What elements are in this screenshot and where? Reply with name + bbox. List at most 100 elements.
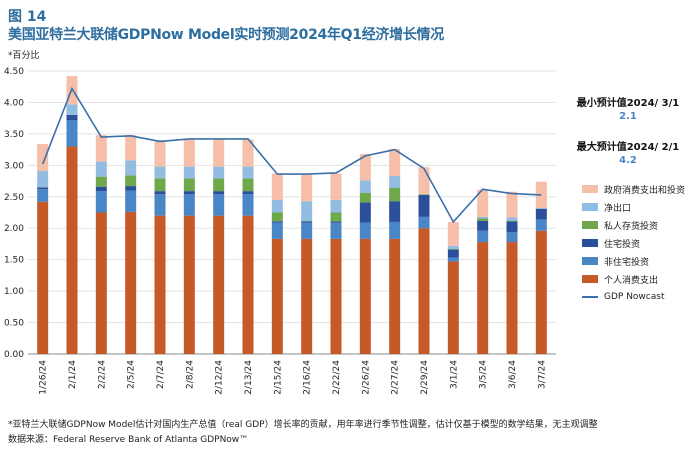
bar-segment (359, 238, 371, 354)
bar-segment (301, 220, 313, 222)
bar-segment (389, 176, 401, 188)
min-estimate-annotation: 最小预计值2024/ 3/1 2.1 (568, 94, 688, 122)
bar-segment (330, 173, 342, 200)
bar-segment (125, 186, 137, 191)
bar-segment (447, 248, 459, 250)
bar-segment (359, 154, 371, 181)
bar-segment (330, 221, 342, 223)
bar-segment (37, 143, 49, 171)
max-estimate-value: 4.2 (619, 155, 637, 166)
bar-segment (447, 221, 459, 246)
bar-segment (506, 242, 518, 354)
bar-segment (154, 178, 166, 192)
y-axis-unit-label: *百分比 (8, 51, 40, 61)
legend-label: 政府消费支出和投资 (604, 185, 686, 196)
bar-segment (418, 194, 430, 195)
x-tick-label: 2/2/24 (97, 360, 107, 389)
bar-segment (242, 178, 254, 192)
legend-item-inventory: 私人存货投资 (582, 216, 685, 234)
bar-segment (359, 180, 371, 194)
x-tick-label: 2/27/24 (391, 360, 401, 395)
bar-segment (389, 148, 401, 177)
legend-label: GDP Nowcast (604, 292, 665, 302)
bar-segment (242, 139, 254, 167)
bar-segment (330, 222, 342, 239)
bar-segment (154, 215, 166, 354)
x-tick-label: 2/8/24 (185, 360, 195, 389)
bar-segment (95, 135, 107, 162)
legend-line-swatch (582, 296, 598, 298)
bar-segment (506, 231, 518, 243)
max-estimate-title: 最大预计值2024/ 2/1 (576, 142, 680, 153)
bar-segment (418, 216, 430, 229)
bar-segment (125, 190, 137, 212)
legend-label: 个人消费支出 (604, 275, 659, 286)
bar-segment (447, 245, 459, 249)
x-tick-label: 2/29/24 (420, 360, 430, 395)
legend-label: 净出口 (604, 203, 632, 214)
bar-segment (506, 191, 518, 218)
x-tick-label: 2/13/24 (244, 360, 254, 395)
bar-segment (477, 230, 489, 243)
bar-segment (183, 191, 195, 195)
legend-item-government: 政府消费支出和投资 (582, 180, 685, 198)
bar-segment (66, 120, 78, 147)
bar-segment (389, 187, 401, 202)
x-tick-label: 3/1/24 (449, 360, 459, 389)
x-tick-label: 2/15/24 (273, 360, 283, 395)
figure-label: 图 14 (8, 9, 47, 25)
bar-segment (213, 215, 225, 354)
legend-label: 非住宅投资 (604, 257, 650, 268)
bar-segment (506, 220, 518, 222)
max-estimate-annotation: 最大预计值2024/ 2/1 4.2 (568, 138, 688, 166)
bar-segment (154, 191, 166, 195)
bar-segment (301, 222, 313, 239)
bar-segment (271, 173, 283, 200)
bar-segment (359, 222, 371, 239)
bar-segment (477, 216, 489, 219)
bar-segment (242, 215, 254, 354)
bar-segment (37, 170, 49, 188)
legend-swatch (582, 257, 598, 265)
bar-segment (213, 194, 225, 216)
bar-segment (535, 219, 547, 231)
y-tick-label: 4.50 (4, 67, 24, 77)
bar-segment (66, 115, 78, 121)
bar-segment (37, 201, 49, 354)
bar-segment (535, 230, 547, 354)
bar-segment (447, 249, 459, 258)
bar-segment (125, 175, 137, 187)
legend-label: 住宅投资 (604, 239, 641, 250)
bar-segment (506, 221, 518, 232)
bar-segment (125, 211, 137, 354)
legend-swatch (582, 203, 598, 211)
y-tick-label: 0.50 (4, 319, 24, 329)
bar-segment (389, 221, 401, 239)
bar-segment (271, 238, 283, 354)
legend-swatch (582, 239, 598, 247)
bar-segment (95, 161, 107, 177)
x-tick-label: 3/7/24 (537, 360, 547, 389)
legend-item-residential: 住宅投资 (582, 234, 685, 252)
y-tick-label: 3.50 (4, 130, 24, 140)
bar-segment (66, 104, 78, 116)
bar-segment (183, 194, 195, 216)
bar-segment (242, 166, 254, 179)
bar-segment (330, 238, 342, 354)
bar-segment (271, 221, 283, 223)
x-tick-label: 2/26/24 (361, 360, 371, 395)
bar-segment (359, 193, 371, 203)
bar-segment (154, 194, 166, 216)
y-tick-label: 3.00 (4, 161, 24, 171)
bar-segment (477, 242, 489, 354)
bar-segment (477, 189, 489, 217)
bar-segment (37, 189, 49, 202)
legend-item-gdp-nowcast: GDP Nowcast (582, 288, 685, 306)
min-estimate-title: 最小预计值2024/ 3/1 (576, 98, 680, 109)
bar-segment (301, 174, 313, 202)
chart-title: 美国亚特兰大联储GDPNow Model实时预测2024年Q1经济增长情况 (8, 27, 444, 43)
x-tick-label: 2/22/24 (332, 360, 342, 395)
bar-segment (154, 166, 166, 179)
bar-segment (301, 238, 313, 354)
bar-segment (125, 135, 137, 161)
